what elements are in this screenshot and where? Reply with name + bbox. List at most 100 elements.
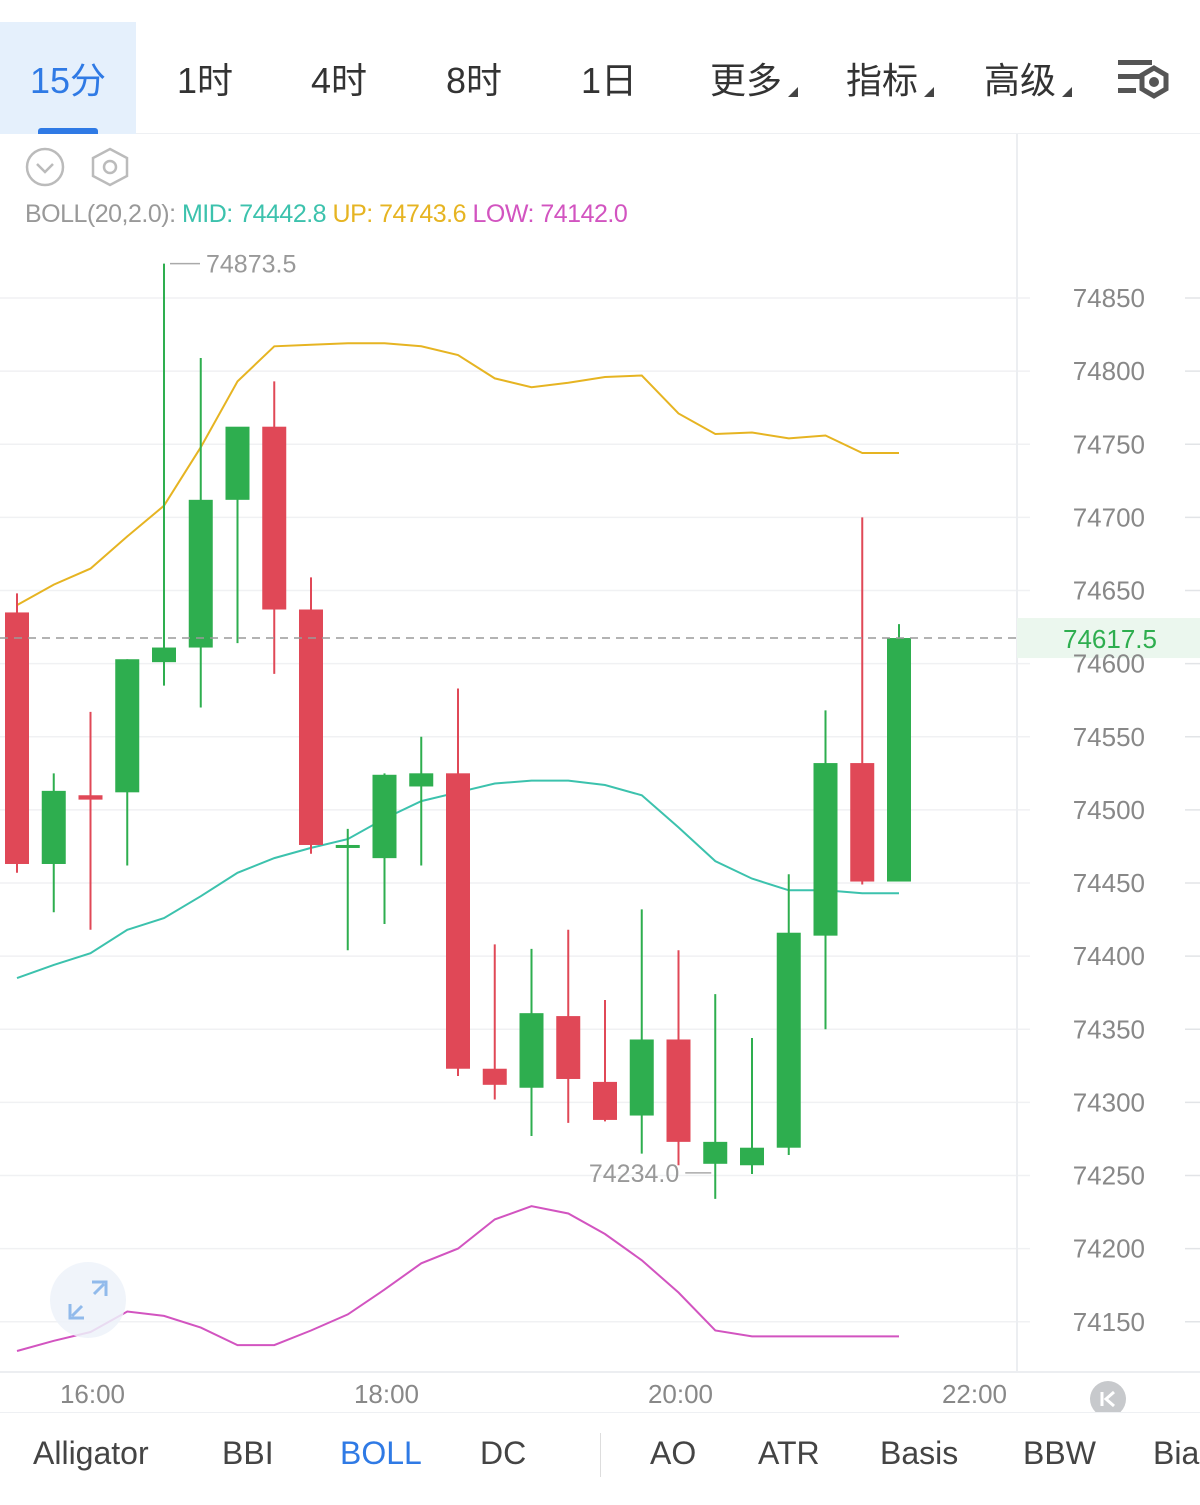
time-tick-label: 18:00 [354,1379,419,1409]
candle-body [409,773,434,787]
expand-arrows-icon [68,1280,108,1320]
candle-body [556,1016,581,1079]
indicator-ao[interactable]: AO [650,1435,697,1471]
price-tick-label: 74150 [1073,1307,1145,1337]
price-tick-label: 74600 [1073,649,1145,679]
price-tick-label: 74400 [1073,941,1145,971]
indicator-basis[interactable]: Basis [880,1435,959,1471]
candlestick-chart[interactable]: 74617.5 74873.5 74234.0 74850 74800 74750 747… [0,0,1200,1412]
candle [703,994,728,1199]
candle-body [78,795,103,800]
candle-body [666,1039,691,1142]
candle-body [115,659,140,793]
tab-1d[interactable]: 1日 [554,22,664,134]
candle-body [372,774,397,859]
candle [262,381,287,674]
more-label: 更多 [710,60,783,101]
price-tick-label: 74450 [1073,868,1145,898]
chart-settings-icon[interactable] [1114,54,1174,104]
indicators-dropdown[interactable]: 指标 [846,22,935,134]
price-tick-label: 74200 [1073,1234,1145,1264]
candle-body [703,1141,728,1164]
boll-legend-up: UP: 74743.6 [332,200,467,228]
fullscreen-button[interactable] [50,1262,126,1338]
indicator-divider [600,1433,601,1477]
candle-body [850,763,875,882]
candle-body [225,426,250,500]
price-tick-label: 74750 [1073,429,1145,459]
candle [593,1000,617,1122]
indicators-label: 指标 [846,60,919,101]
candle [152,263,176,686]
tab-1h[interactable]: 1时 [150,22,260,134]
price-tick-label: 74550 [1073,722,1145,752]
indicator-boll[interactable]: BOLL [340,1435,422,1471]
tab-1h-label: 1时 [176,60,234,101]
boll-legend-low: LOW: 74142.0 [472,200,628,228]
timeframe-bar: 15分 1时 4时 8时 1日 更多 指标 高级 [0,0,1200,134]
price-tick-label: 74500 [1073,795,1145,825]
candle [115,659,140,866]
indicator-bar: Alligator BBI BOLL DC AO ATR Basis BBW B… [0,1412,1200,1505]
indicator-atr[interactable]: ATR [758,1435,820,1471]
candle [299,577,323,854]
candle [409,736,434,866]
tab-8h[interactable]: 8时 [419,22,529,134]
price-tick-label: 74700 [1073,502,1145,532]
time-tick-label: 22:00 [942,1379,1007,1409]
advanced-dropdown[interactable]: 高级 [984,22,1073,134]
candle-body [299,609,323,845]
candle-body [740,1147,764,1166]
candle [482,944,507,1100]
candle [519,948,544,1137]
candle-body [335,844,360,848]
candle-body [593,1081,617,1120]
active-tab-indicator [38,128,98,134]
indicator-dc[interactable]: DC [480,1435,527,1471]
candle-body [813,763,838,936]
candle [372,773,397,924]
candle [5,593,29,873]
price-tick-label: 74350 [1073,1014,1145,1044]
tab-4h-label: 4时 [310,60,368,101]
tab-15m[interactable]: 15分 [0,22,136,134]
candle-body [262,426,287,610]
min-price-marker: 74234.0 [589,1160,679,1188]
candle [629,909,654,1154]
tab-1d-label: 1日 [580,60,638,101]
candle-body [776,932,801,1148]
candle-body [41,790,66,864]
candle-body [629,1039,654,1116]
more-dropdown[interactable]: 更多 [710,22,799,134]
boll-lower-line [16,1205,899,1352]
candle-body [887,638,911,882]
boll-legend: BOLL(20,2.0): MID: 74442.8 UP: 74743.6 L… [25,200,628,229]
time-tick-label: 16:00 [60,1379,125,1409]
price-tick-label: 74850 [1073,283,1145,313]
candle-body [188,499,213,648]
price-axis: 74850 74800 74750 74700 74650 74600 74550 74500… [1073,283,1145,1337]
candle [666,950,691,1166]
skip-to-end-icon [1100,1390,1115,1408]
indicator-settings-icon[interactable] [88,146,132,188]
candle [41,773,66,913]
candle [776,874,801,1156]
tab-8h-label: 8时 [445,60,503,101]
price-tick-label: 74650 [1073,576,1145,606]
candle [225,426,250,644]
candle-body [519,1013,544,1088]
boll-upper-line [16,342,899,606]
collapse-chevron-icon[interactable] [24,146,66,188]
indicator-alligator[interactable]: Alligator [33,1435,149,1471]
scroll-to-latest-button[interactable] [1090,1381,1126,1417]
dropdown-arrow-icon [788,87,799,97]
indicator-bbw[interactable]: BBW [1023,1435,1096,1471]
indicator-bbi[interactable]: BBI [222,1435,274,1471]
candle-body [152,647,176,663]
boll-legend-mid: MID: 74442.8 [181,200,327,228]
indicator-bias[interactable]: Bias [1153,1435,1200,1471]
candles [5,263,911,1199]
candle [850,517,875,885]
candle [556,929,581,1123]
tab-4h[interactable]: 4时 [284,22,394,134]
